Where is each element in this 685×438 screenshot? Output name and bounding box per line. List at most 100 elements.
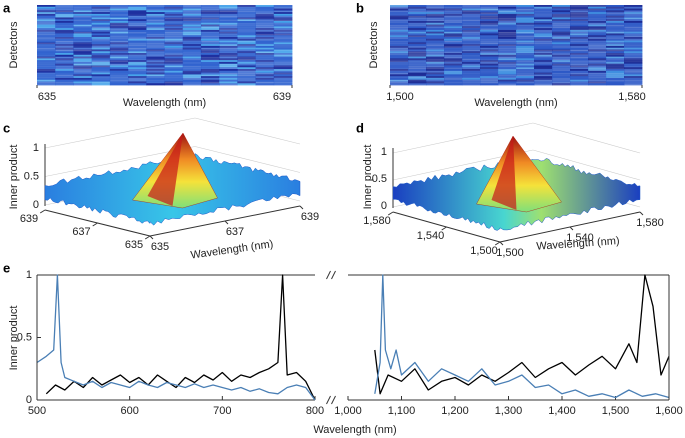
heatmap-cell bbox=[273, 12, 293, 15]
heatmap-cell bbox=[426, 13, 445, 17]
heatmap-cell bbox=[390, 81, 409, 84]
y-axis-label: Detectors bbox=[368, 21, 380, 69]
heatmap-cell bbox=[570, 38, 589, 41]
heatmap-cell bbox=[146, 24, 165, 27]
heatmap-cell bbox=[237, 6, 256, 9]
heatmap-cell bbox=[426, 53, 445, 56]
heatmap-cell bbox=[146, 38, 165, 41]
heatmap-cell bbox=[462, 81, 481, 84]
heatmap-cell bbox=[426, 76, 445, 79]
heatmap-cell bbox=[182, 76, 202, 79]
heatmap-cell bbox=[462, 56, 481, 59]
heatmap-cell bbox=[516, 26, 535, 29]
heatmap-cell bbox=[200, 35, 220, 38]
heatmap-cell bbox=[109, 10, 129, 13]
heatmap-cell bbox=[109, 6, 129, 9]
heatmap-cell bbox=[273, 61, 293, 65]
heatmap-cell bbox=[480, 19, 499, 22]
heatmap-cell bbox=[390, 44, 409, 47]
heatmap-cell bbox=[128, 56, 147, 59]
x-tick-label: 1,300 bbox=[495, 405, 523, 417]
heatmap-cell bbox=[552, 19, 571, 22]
heatmap-cell bbox=[37, 61, 56, 65]
heatmap-cell bbox=[462, 67, 481, 70]
x-axis-label: Wavelength (nm) bbox=[190, 238, 274, 261]
heatmap-cell bbox=[182, 63, 202, 66]
heatmap-cell bbox=[109, 63, 129, 66]
heatmap-cell bbox=[237, 79, 256, 82]
heatmap-cell bbox=[534, 22, 553, 25]
heatmap-cell bbox=[498, 5, 517, 8]
heatmap-cell bbox=[146, 81, 165, 84]
heatmap-cell bbox=[219, 47, 238, 50]
heatmap-cell bbox=[91, 63, 111, 66]
heatmap-cell bbox=[462, 37, 481, 40]
heatmap-cell bbox=[109, 74, 129, 77]
heatmap-cell bbox=[237, 72, 256, 75]
heatmap-cell bbox=[534, 21, 553, 24]
heatmap-cell bbox=[273, 76, 293, 79]
heatmap-cell bbox=[534, 51, 553, 54]
heatmap-cell bbox=[200, 37, 220, 40]
heatmap-cell bbox=[516, 81, 535, 84]
heatmap-cell bbox=[255, 69, 275, 72]
heatmap-cell bbox=[273, 33, 293, 36]
heatmap-cell bbox=[624, 65, 643, 68]
heatmap-cell bbox=[624, 42, 643, 45]
heatmap-cell bbox=[498, 63, 517, 66]
heatmap-cell bbox=[128, 15, 147, 18]
heatmap-cell bbox=[606, 81, 625, 84]
heatmap-cell bbox=[408, 67, 427, 70]
heatmap-cell bbox=[570, 12, 589, 15]
heatmap-cell bbox=[588, 38, 607, 41]
heatmap-cell bbox=[73, 76, 93, 79]
heatmap-cell bbox=[570, 83, 589, 86]
heatmap-cell bbox=[390, 8, 409, 11]
heatmap-cell bbox=[462, 53, 481, 56]
heatmap-cell bbox=[91, 38, 111, 41]
panel-letter: d bbox=[356, 120, 364, 135]
heatmap-cell bbox=[37, 70, 56, 73]
heatmap-cell bbox=[273, 83, 293, 86]
heatmap-cell bbox=[408, 38, 427, 41]
heatmap-cell bbox=[200, 5, 220, 8]
heatmap-cell bbox=[55, 33, 74, 36]
heatmap-cell bbox=[516, 37, 535, 40]
heatmap-cell bbox=[91, 40, 111, 43]
heatmap-cell bbox=[498, 54, 517, 57]
heatmap-cell bbox=[73, 19, 93, 22]
heatmap-cell bbox=[552, 31, 571, 34]
heatmap-cell bbox=[91, 60, 111, 63]
heatmap-cell bbox=[624, 15, 643, 18]
heatmap-cell bbox=[426, 67, 445, 70]
heatmap-cell bbox=[624, 70, 643, 73]
heatmap-cell bbox=[570, 81, 589, 84]
heatmap-cell bbox=[219, 61, 238, 65]
heatmap-cell bbox=[164, 49, 184, 52]
axis-tick bbox=[639, 211, 644, 216]
heatmap-cell bbox=[444, 47, 463, 50]
heatmap-cell bbox=[200, 38, 220, 41]
heatmap-cell bbox=[182, 19, 202, 22]
x-tick-label: 1,200 bbox=[441, 405, 469, 417]
heatmap-cell bbox=[237, 21, 256, 24]
heatmap-cell bbox=[164, 12, 184, 15]
heatmap-cell bbox=[55, 37, 74, 40]
heatmap-cell bbox=[255, 42, 275, 45]
heatmap-cell bbox=[55, 67, 74, 70]
heatmap-cell bbox=[570, 35, 589, 38]
heatmap-cell bbox=[164, 74, 184, 77]
z-tick-label: 1 bbox=[33, 142, 39, 154]
heatmap-cell bbox=[444, 31, 463, 34]
heatmap-cell bbox=[128, 58, 147, 61]
heatmap-cell bbox=[128, 61, 147, 65]
heatmap-cell bbox=[390, 6, 409, 9]
surface-peak bbox=[491, 136, 517, 210]
heatmap-cell bbox=[109, 19, 129, 22]
heatmap-cell bbox=[534, 35, 553, 38]
heatmap-cell bbox=[73, 45, 93, 49]
heatmap-cell bbox=[109, 54, 129, 57]
panel-letter: a bbox=[3, 0, 11, 15]
heatmap-cell bbox=[128, 10, 147, 13]
heatmap-cell bbox=[128, 42, 147, 45]
